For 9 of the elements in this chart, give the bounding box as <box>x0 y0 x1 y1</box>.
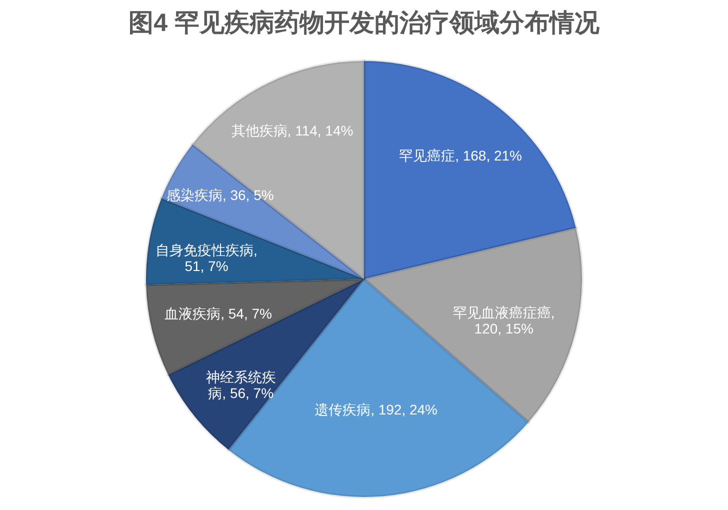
slice-label: 自身免疫性疾病, 51, 7% <box>156 242 258 274</box>
slice-label: 其他疾病, 114, 14% <box>231 122 354 139</box>
slice-label: 血液疾病, 54, 7% <box>164 306 272 322</box>
slice-label: 罕见血液癌症癌, 120, 15% <box>452 304 555 336</box>
slice-label: 罕见癌症, 168, 21% <box>399 147 522 164</box>
slice-label: 神经系统疾病, 56, 7% <box>206 369 276 401</box>
slice-label: 感染疾病, 36, 5% <box>166 187 274 204</box>
chart-title: 图4 罕见疾病药物开发的治疗领域分布情况 <box>128 9 600 37</box>
slice-label: 遗传疾病, 192, 24% <box>314 401 438 418</box>
